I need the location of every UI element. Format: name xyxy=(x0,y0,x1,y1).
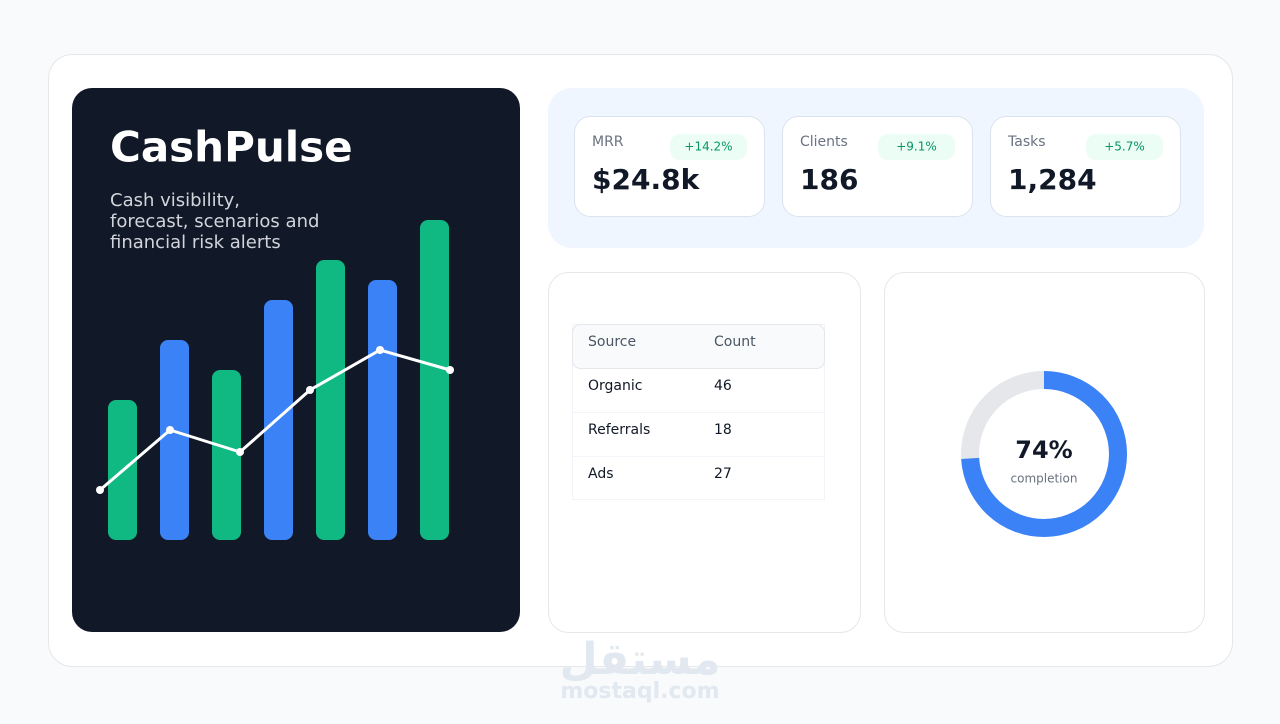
trend-point xyxy=(446,366,454,374)
donut xyxy=(961,371,1127,537)
trend-point xyxy=(306,386,314,394)
donut-value: 74% xyxy=(1015,436,1072,464)
hero-title: CashPulse xyxy=(110,123,353,172)
kpi-value: $24.8k xyxy=(592,163,701,196)
kpi-value: 1,284 xyxy=(1008,163,1097,196)
kpi-cards: MRR +14.2% $24.8k Clients +9.1% 186 Tasks +5.7%… xyxy=(574,116,1181,217)
kpi-value: 186 xyxy=(800,163,858,196)
table-cell: Organic xyxy=(588,378,642,394)
table-header xyxy=(572,324,825,369)
bar xyxy=(160,340,189,540)
kpi-badge xyxy=(878,134,955,160)
trend-line xyxy=(99,348,451,492)
kpi-label: Tasks xyxy=(1007,134,1046,150)
kpi-change: +9.1% xyxy=(896,140,937,154)
table-cell: 27 xyxy=(714,466,732,482)
table-cell: 18 xyxy=(714,422,732,438)
bar xyxy=(264,300,293,540)
kpi-change: +5.7% xyxy=(1104,140,1145,154)
trend-point xyxy=(166,426,174,434)
bar xyxy=(316,260,345,540)
watermark-url: mostaql.com xyxy=(560,679,719,704)
table-cell: Referrals xyxy=(588,422,650,438)
hero-chart xyxy=(96,220,454,540)
donut-caption: completion xyxy=(1011,472,1078,486)
table-cell: 46 xyxy=(714,378,732,394)
trend-point xyxy=(236,448,244,456)
watermark-logo: مستقل xyxy=(560,634,721,685)
bar xyxy=(368,280,397,540)
bar xyxy=(212,370,241,540)
table-body: Organic 46 Referrals 18 Ads 27 xyxy=(573,378,824,482)
table-header-cell: Source xyxy=(588,334,636,350)
kpi-badge xyxy=(1086,134,1163,160)
kpi-badge xyxy=(670,134,747,160)
donut-arc xyxy=(961,371,1127,537)
kpi-change: +14.2% xyxy=(684,140,732,154)
kpi-label: MRR xyxy=(592,134,624,150)
kpi-label: Clients xyxy=(800,134,848,150)
table-header-cell: Count xyxy=(714,334,756,350)
trend-point xyxy=(96,486,104,494)
donut-card xyxy=(884,272,1205,633)
bar xyxy=(420,220,449,540)
hero-subtitle: financial risk alerts xyxy=(110,232,281,253)
hero-subtitle: forecast, scenarios and xyxy=(110,211,319,232)
hero-subtitle: Cash visibility, xyxy=(110,190,240,211)
table-cell: Ads xyxy=(588,466,614,482)
trend-point xyxy=(376,346,384,354)
